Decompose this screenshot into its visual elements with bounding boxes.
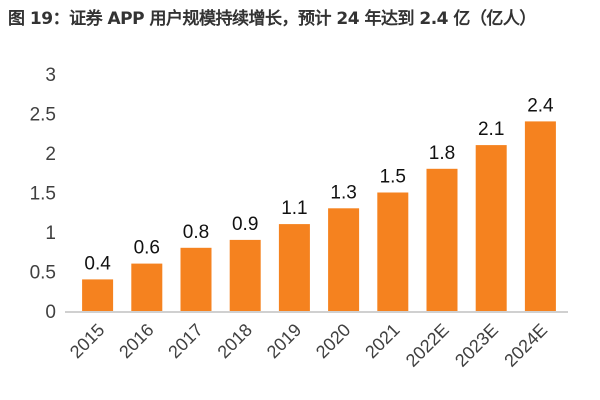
chart-title: 图 19：证券 APP 用户规模持续增长，预计 24 年达到 2.4 亿（亿人） (8, 9, 536, 29)
y-tick-label: 3 (45, 65, 56, 86)
data-label: 0.9 (232, 214, 258, 235)
data-label: 0.4 (84, 253, 111, 274)
data-label: 1.3 (330, 182, 356, 203)
x-tick-label: 2016 (115, 320, 157, 362)
y-tick-label: 2.5 (30, 105, 56, 126)
data-label: 0.8 (183, 222, 209, 243)
x-tick-label: 2015 (66, 320, 108, 362)
bar (180, 247, 212, 311)
bar (426, 168, 458, 311)
bar (82, 279, 114, 311)
data-label: 0.6 (134, 238, 160, 259)
y-tick-label: 1.5 (30, 184, 56, 205)
y-tick-label: 2 (45, 144, 56, 165)
bar (475, 145, 507, 311)
x-tick-label: 2024E (500, 320, 551, 371)
x-tick-label: 2018 (214, 320, 256, 362)
data-label: 1.8 (429, 143, 455, 164)
bar (229, 239, 261, 311)
x-tick-label: 2017 (164, 320, 206, 362)
data-label: 2.1 (478, 119, 504, 140)
x-tick-label: 2023E (451, 320, 502, 371)
y-tick-label: 0.5 (30, 263, 56, 284)
x-tick-label: 2022E (402, 320, 453, 371)
data-label: 1.5 (380, 167, 406, 188)
data-label: 1.1 (281, 198, 307, 219)
bar (131, 263, 163, 311)
x-tick-label: 2020 (312, 320, 354, 362)
bar (377, 192, 409, 311)
x-tick-label: 2021 (361, 320, 403, 362)
bar (278, 224, 310, 311)
data-label: 2.4 (527, 95, 554, 116)
y-tick-label: 0 (45, 302, 56, 323)
x-tick-label: 2019 (263, 320, 305, 362)
bar (524, 121, 556, 312)
y-tick-label: 1 (45, 223, 56, 244)
bar (328, 208, 360, 311)
